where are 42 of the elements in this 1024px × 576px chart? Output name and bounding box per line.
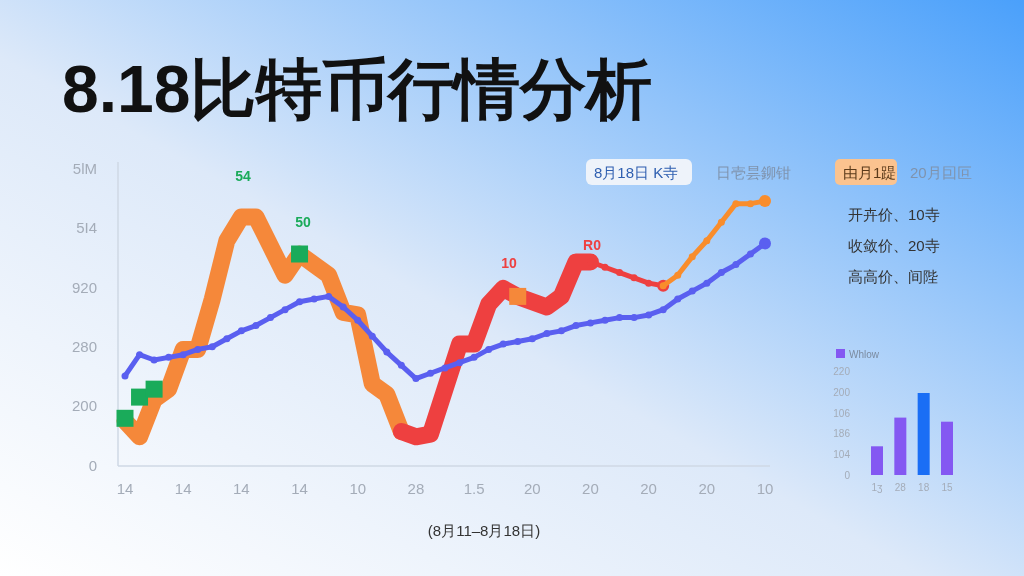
text: 920 — [71, 279, 97, 296]
x-tick-label: 20 — [698, 480, 716, 497]
text: 200 — [71, 397, 97, 414]
text: 200 — [833, 386, 851, 398]
x-tick-label: 10 — [349, 480, 367, 497]
annotation: 10 — [501, 255, 517, 271]
text: 186 — [833, 428, 851, 440]
x-tick-label: 10 — [756, 480, 774, 497]
x-tick-label: 1ʒ — [871, 482, 884, 493]
x-tick-label: 28 — [407, 480, 425, 497]
text: 54 — [235, 168, 251, 184]
text: 高高价、间陛 — [848, 268, 938, 285]
annotation: 50 — [295, 214, 311, 230]
x-tick-label: 18 — [918, 482, 930, 493]
x-tick-label: 20 — [582, 480, 599, 497]
x-tick-label: 14 — [233, 480, 250, 497]
text: 0 — [88, 457, 97, 474]
text: 5I4 — [76, 219, 97, 236]
text: 20月囙叵 — [910, 164, 972, 181]
x-tick-label: 20 — [640, 480, 657, 497]
x-tick-label: 28 — [894, 482, 907, 493]
text: 8月18日 K寺 — [594, 164, 679, 181]
chart-title: 8.18比特币行情分析 — [62, 52, 653, 126]
legend-label: Whlow — [849, 349, 880, 360]
annotation: R0 — [583, 237, 602, 253]
text: 104 — [833, 449, 851, 461]
text: 220 — [833, 366, 851, 377]
text: 由月1踶 — [843, 164, 897, 181]
text: 106 — [833, 407, 851, 419]
text: 0 — [844, 470, 851, 481]
x-tick-label: 14 — [174, 480, 192, 497]
x-tick-label: 15 — [941, 482, 953, 493]
x-tick-label: 20 — [523, 480, 541, 497]
text: 5lM — [72, 160, 97, 177]
text: 开卉价、10寺 — [848, 206, 940, 223]
x-tick-label: 14 — [291, 480, 308, 497]
x-axis-title: (8月11–8月18日) — [427, 522, 541, 539]
text: 日壱昙鉚钳 — [716, 164, 791, 181]
text: 收敛价、20寺 — [848, 237, 940, 254]
text: 280 — [71, 338, 97, 355]
x-tick-label: 14 — [116, 480, 134, 497]
x-tick-label: 1.5 — [463, 480, 485, 497]
